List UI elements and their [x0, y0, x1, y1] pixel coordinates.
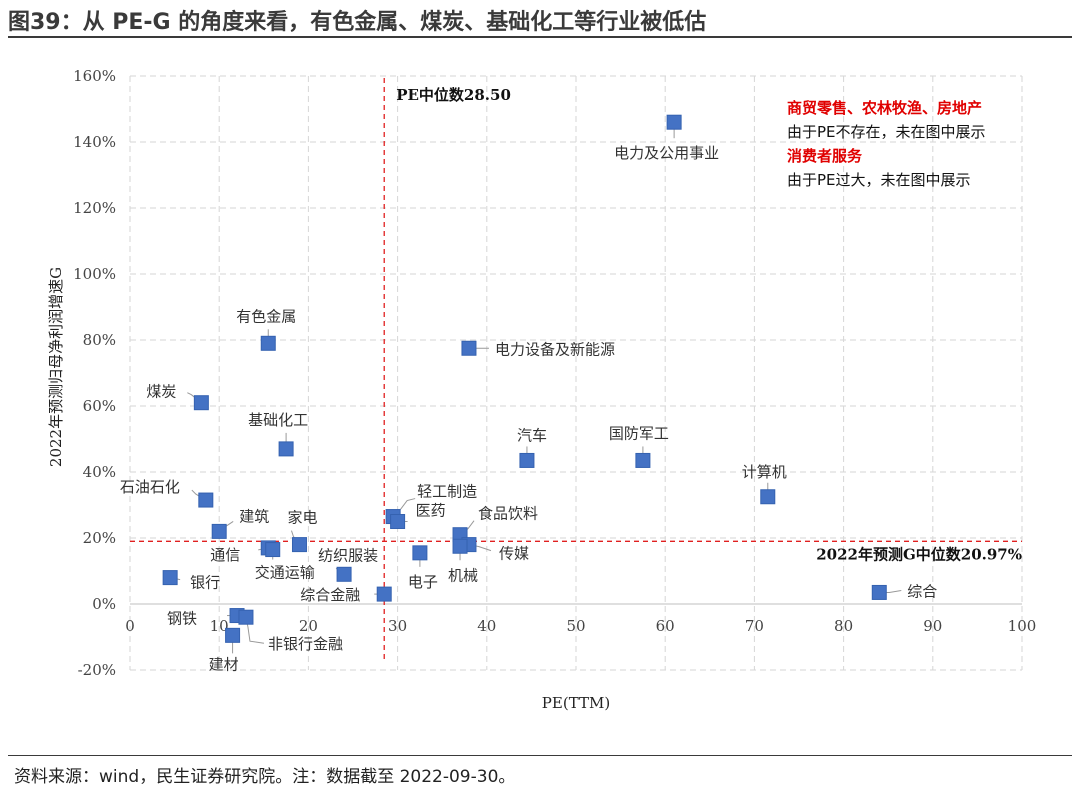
- pe-median-label: PE中位数28.50: [396, 86, 511, 104]
- point-label: 电子: [408, 573, 438, 591]
- point-label: 建筑: [239, 507, 269, 525]
- data-point: [871, 584, 887, 600]
- point-label: 通信: [210, 546, 240, 564]
- data-point: [278, 441, 294, 457]
- data-point: [390, 514, 406, 529]
- figure-title: 图39：从 PE-G 的角度来看，有色金属、煤炭、基础化工等行业被低估: [8, 10, 707, 35]
- x-tick-label: 30: [388, 617, 407, 635]
- point-label: 银行: [190, 574, 220, 592]
- point-label: 电力及公用事业: [614, 144, 719, 162]
- data-point: [198, 492, 214, 508]
- data-point: [336, 566, 352, 582]
- point-label: 有色金属: [236, 307, 296, 325]
- y-axis-title: 2022年预测归母净利润增速G: [47, 267, 65, 467]
- point-label: 轻工制造: [417, 483, 477, 501]
- x-tick-label: 80: [834, 617, 853, 635]
- point-label: 电力设备及新能源: [495, 340, 615, 358]
- point-label: 纺织服装: [318, 546, 378, 564]
- point-label: 非银行金融: [268, 635, 343, 653]
- point-label: 医药: [416, 502, 446, 520]
- point-label: 机械: [448, 566, 478, 584]
- point-label: 交通运输: [255, 564, 315, 582]
- source-rule: [8, 755, 1072, 756]
- x-tick-label: 100: [1008, 617, 1037, 635]
- y-tick-label: 60%: [83, 397, 116, 415]
- data-point: [291, 537, 307, 553]
- y-tick-label: 160%: [73, 67, 116, 85]
- note-line: 商贸零售、农林牧渔、房地产: [787, 99, 982, 117]
- point-label: 国防军工: [609, 424, 669, 442]
- data-point: [211, 523, 227, 539]
- source-note: 资料来源：wind，民生证券研究院。注：数据截至 2022-09-30。: [14, 767, 516, 787]
- x-tick-label: 90: [923, 617, 942, 635]
- note-line: 由于PE不存在，未在图中展示: [787, 123, 986, 141]
- data-point: [225, 627, 241, 643]
- y-tick-label: 80%: [83, 331, 116, 349]
- point-label: 食品饮料: [478, 505, 538, 523]
- point-label: 钢铁: [167, 610, 197, 628]
- data-point: [461, 340, 477, 356]
- data-point: [162, 570, 178, 586]
- data-point: [519, 452, 535, 468]
- data-point: [760, 489, 776, 505]
- x-tick-label: 50: [566, 617, 585, 635]
- data-point: [260, 335, 276, 351]
- y-tick-label: -20%: [78, 661, 116, 679]
- y-tick-label: 140%: [73, 133, 116, 151]
- point-label: 建材: [209, 655, 239, 673]
- x-tick-label: 0: [125, 617, 135, 635]
- data-point: [376, 586, 392, 602]
- point-label: 基础化工: [248, 411, 308, 429]
- point-label: 综合金融: [300, 586, 360, 604]
- data-point: [452, 538, 468, 554]
- point-label: 计算机: [742, 463, 787, 481]
- point-label: 传媒: [499, 545, 529, 563]
- y-tick-label: 120%: [73, 199, 116, 217]
- point-label: 汽车: [517, 426, 547, 444]
- point-label: 石油石化: [120, 478, 180, 496]
- scatter-chart: 0 10 20 30 40 50 60 70 80 90 100 -20% 0% 20% 40% 60% 80%…: [47, 67, 1037, 712]
- g-median-label: 2022年预测G中位数20.97%: [816, 545, 1022, 563]
- y-tick-label: 100%: [73, 265, 116, 283]
- x-tick-label: 20: [299, 617, 318, 635]
- data-point: [265, 542, 281, 558]
- note-line: 消费者服务: [787, 147, 863, 165]
- y-tick-label: 0%: [92, 595, 116, 613]
- data-point: [193, 395, 209, 411]
- data-point: [238, 609, 254, 625]
- x-tick-label: 40: [477, 617, 496, 635]
- point-label: 综合: [907, 582, 937, 600]
- x-axis-title: PE(TTM): [542, 694, 610, 712]
- y-tick-label: 20%: [83, 529, 116, 547]
- x-tick-label: 70: [745, 617, 764, 635]
- x-tick-label: 10: [210, 617, 229, 635]
- note-line: 由于PE过大，未在图中展示: [787, 171, 971, 189]
- data-point: [635, 452, 651, 468]
- point-label: 家电: [287, 509, 317, 527]
- point-label: 煤炭: [146, 383, 176, 401]
- y-tick-label: 40%: [83, 463, 116, 481]
- title-rule: [8, 36, 1072, 38]
- data-point: [412, 545, 428, 561]
- x-tick-label: 60: [656, 617, 675, 635]
- data-point: [666, 114, 682, 130]
